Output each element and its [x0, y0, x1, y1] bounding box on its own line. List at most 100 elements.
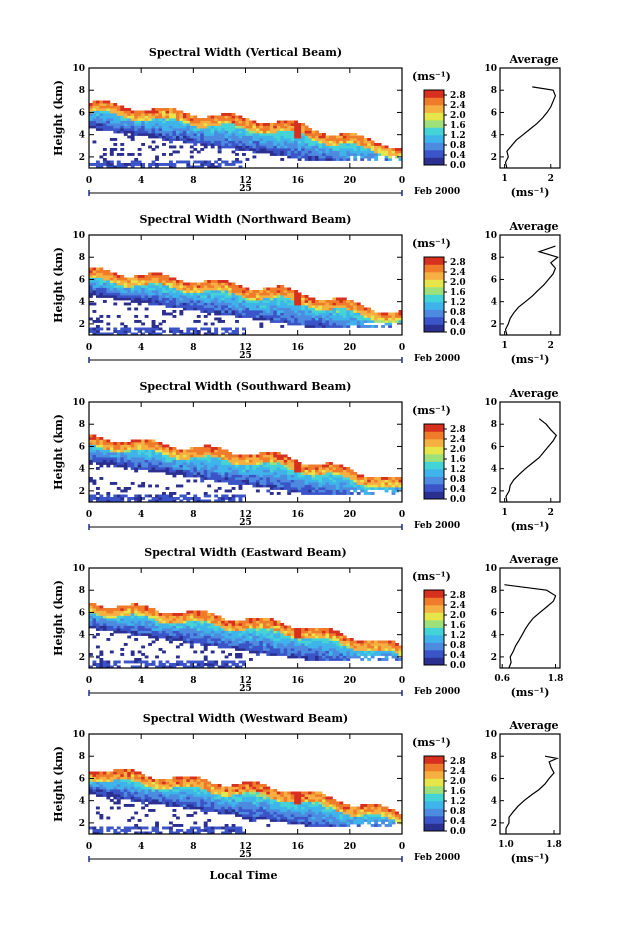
- heatmap-cell: [151, 295, 156, 298]
- heatmap-cell: [186, 497, 191, 500]
- heatmap-cell: [374, 479, 379, 483]
- heatmap-cell: [290, 322, 295, 326]
- heatmap-cell: [186, 638, 191, 641]
- heatmap-cell: [318, 472, 323, 475]
- heatmap-cell: [235, 459, 239, 463]
- heatmap-cell: [106, 332, 111, 336]
- heatmap-cell: [89, 479, 93, 483]
- heatmap-cell: [266, 123, 271, 126]
- heatmap-cell: [141, 439, 146, 443]
- heatmap-cell: [238, 115, 243, 119]
- heatmap-cell: [113, 287, 118, 291]
- heatmap-cell: [224, 163, 229, 166]
- heatmap-cell: [92, 120, 97, 124]
- heatmap-cell: [127, 610, 132, 614]
- heatmap-cell: [318, 630, 323, 634]
- heatmap-cell: [252, 633, 257, 636]
- heatmap-cell: [134, 115, 139, 119]
- heatmap-cell: [315, 135, 319, 139]
- heatmap-cell: [363, 138, 368, 141]
- heatmap-cell: [116, 290, 121, 293]
- heatmap-cell: [304, 300, 309, 303]
- heatmap-cell: [269, 310, 274, 313]
- heatmap-cell: [210, 143, 215, 146]
- heatmap-cell: [280, 484, 285, 488]
- heatmap-cell: [266, 300, 271, 303]
- heatmap-cell: [280, 625, 285, 629]
- heatmap-cell: [179, 282, 184, 286]
- heatmap-cell: [290, 653, 295, 656]
- heatmap-cell: [116, 282, 121, 286]
- heatmap-cell: [127, 457, 132, 460]
- heatmap-cell: [363, 489, 368, 493]
- heatmap-cell: [95, 118, 100, 121]
- heatmap-cell: [109, 280, 114, 283]
- heatmap-cell: [120, 330, 125, 333]
- heatmap-cell: [335, 138, 340, 141]
- heatmap-cell: [148, 272, 152, 276]
- heatmap-cell: [259, 128, 264, 131]
- heatmap-cell: [276, 123, 281, 126]
- heatmap-cell: [228, 462, 232, 465]
- heatmap-cell: [102, 287, 107, 291]
- heatmap-cell: [308, 472, 312, 475]
- heatmap-cell: [315, 489, 319, 493]
- heatmap-cell: [165, 452, 170, 455]
- heatmap-cell: [370, 648, 375, 651]
- heatmap-cell: [113, 608, 118, 611]
- heatmap-cell: [155, 302, 159, 306]
- heatmap-cell: [297, 150, 302, 154]
- heatmap-cell: [207, 457, 212, 460]
- heatmap-cell: [162, 457, 166, 460]
- heatmap-cell: [384, 312, 389, 316]
- heatmap-cell: [116, 620, 121, 624]
- colorbar-tick-label: 0.0: [450, 495, 466, 505]
- heatmap-cell: [134, 295, 139, 298]
- heatmap-cell: [182, 615, 187, 619]
- heatmap-cell: [175, 454, 180, 458]
- heatmap-cell: [168, 492, 173, 495]
- heatmap-cell: [294, 125, 299, 129]
- heatmap-cell: [228, 620, 232, 624]
- heatmap-cell: [175, 620, 180, 624]
- heatmap-cell: [113, 125, 118, 129]
- heatmap-cell: [92, 118, 97, 121]
- heatmap-cell: [322, 489, 326, 493]
- heatmap-cell: [210, 643, 215, 646]
- heatmap-cell: [283, 297, 288, 301]
- heatmap-cell: [235, 645, 239, 649]
- heatmap-cell: [356, 484, 361, 488]
- heatmap-cell: [113, 103, 118, 106]
- colorbar-swatch: [424, 105, 444, 113]
- heatmap-cell: [318, 325, 323, 328]
- heatmap-cell: [280, 469, 285, 473]
- heatmap-cell: [356, 643, 361, 646]
- heatmap-cell: [221, 660, 226, 664]
- avg-title: Average: [508, 553, 558, 566]
- heatmap-cell: [367, 484, 372, 488]
- heatmap-cell: [109, 497, 114, 500]
- heatmap-cell: [89, 115, 93, 119]
- heatmap-cell: [308, 325, 312, 328]
- heatmap-cell: [148, 452, 152, 455]
- heatmap-cell: [322, 322, 326, 326]
- heatmap-cell: [134, 320, 139, 323]
- heatmap-cell: [210, 138, 215, 141]
- heatmap-cell: [374, 315, 379, 318]
- heatmap-cell: [280, 472, 285, 475]
- avg-x-tick-label: 1: [501, 174, 507, 184]
- heatmap-cell: [127, 487, 132, 490]
- heatmap-cell: [172, 613, 177, 616]
- heatmap-cell: [92, 447, 97, 450]
- heatmap-cell: [235, 295, 239, 298]
- heatmap-cell: [210, 322, 215, 326]
- heatmap-cell: [308, 130, 312, 134]
- heatmap-cell: [200, 462, 205, 465]
- heatmap-cell: [193, 140, 198, 144]
- heatmap-cell: [221, 633, 226, 636]
- heatmap-cell: [182, 474, 187, 478]
- heatmap-cell: [207, 292, 212, 296]
- heatmap-cell: [172, 277, 177, 281]
- heatmap-cell: [210, 665, 215, 669]
- heatmap-cell: [391, 653, 396, 656]
